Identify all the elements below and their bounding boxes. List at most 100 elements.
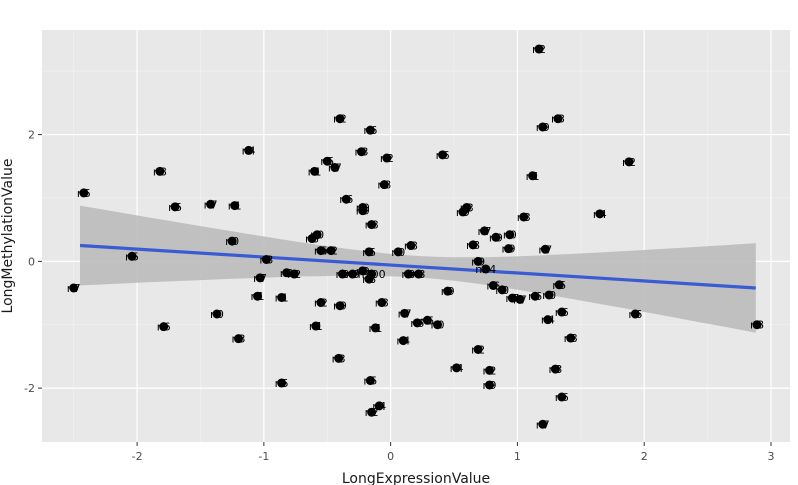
x-axis-title: LongExpressionValue <box>342 471 490 485</box>
point-label: n0 <box>346 268 360 281</box>
data-point <box>554 280 564 290</box>
data-point <box>400 308 410 318</box>
point-label: n9 <box>502 243 516 256</box>
data-point <box>367 407 377 417</box>
data-point <box>452 363 462 373</box>
point-label: n9 <box>483 379 497 392</box>
point-label: n5 <box>420 314 434 327</box>
data-point <box>289 269 299 279</box>
data-point <box>356 147 366 157</box>
point-label: n2 <box>324 245 338 258</box>
data-point <box>473 344 483 354</box>
point-label: n6 <box>157 321 171 334</box>
point-label: n3 <box>259 253 273 266</box>
y-tick-label: 2 <box>28 129 35 142</box>
point-label: n6 <box>363 124 377 137</box>
data-point <box>337 269 347 279</box>
data-point <box>79 188 89 198</box>
data-point <box>393 247 403 257</box>
data-point <box>557 392 567 402</box>
point-label: n5 <box>125 250 139 263</box>
point-label: n5 <box>168 201 182 214</box>
data-point <box>468 240 478 250</box>
point-label: n5 <box>320 155 334 168</box>
point-label: n500 <box>358 268 386 281</box>
point-label: n0 <box>495 284 509 297</box>
data-point <box>379 180 389 190</box>
data-point <box>348 269 358 279</box>
y-tick-label: 0 <box>28 255 35 268</box>
point-label: n0 <box>401 268 415 281</box>
data-point <box>261 254 271 264</box>
y-tick-label: -2 <box>24 382 35 395</box>
data-point <box>253 291 263 301</box>
data-point <box>155 166 165 176</box>
point-label: n8 <box>375 297 389 310</box>
data-point <box>282 268 292 278</box>
data-point <box>311 321 321 331</box>
y-axis-title: LongMethylationValue <box>0 159 16 314</box>
point-label: n3 <box>412 268 426 281</box>
data-point <box>341 194 351 204</box>
point-label: n5 <box>552 279 566 292</box>
data-point <box>335 301 345 311</box>
point-label: n1 <box>228 200 242 213</box>
confidence-band-layer <box>80 205 756 333</box>
data-point <box>752 320 762 330</box>
data-point <box>504 244 514 254</box>
point-label: n2 <box>483 364 497 377</box>
point-label: n9 <box>536 121 550 134</box>
point-label: n2 <box>280 267 294 280</box>
point-label: n0 <box>310 229 324 242</box>
data-point <box>326 246 336 256</box>
point-label: n7 <box>536 418 550 431</box>
data-point <box>69 283 79 293</box>
data-point <box>335 114 345 124</box>
data-point <box>491 232 501 242</box>
point-label: n2 <box>380 152 394 165</box>
point-label: n8 <box>377 179 391 192</box>
point-label: n2 <box>532 43 546 56</box>
data-point <box>479 226 489 236</box>
point-label: n4 <box>593 208 607 221</box>
data-point <box>438 150 448 160</box>
point-label: n5 <box>363 375 377 388</box>
point-label: n3 <box>551 113 565 126</box>
data-point <box>433 320 443 330</box>
point-label: n2 <box>471 343 485 356</box>
point-label: n1 <box>308 165 322 178</box>
point-label: n2 <box>287 268 301 281</box>
data-point <box>234 334 244 344</box>
data-point <box>557 307 567 317</box>
point-label: n3 <box>517 211 531 224</box>
x-tick-label: 0 <box>387 450 394 463</box>
data-point <box>497 285 507 295</box>
data-point <box>367 220 377 230</box>
data-point <box>310 166 320 176</box>
data-point <box>550 364 560 374</box>
point-label: n6 <box>436 149 450 162</box>
point-label: n8 <box>153 165 167 178</box>
data-point <box>507 293 517 303</box>
point-label: n7 <box>253 272 267 285</box>
data-point <box>485 365 495 375</box>
point-label: n8 <box>750 319 764 332</box>
point-label: n1 <box>251 290 265 303</box>
data-point <box>406 241 416 251</box>
data-point <box>322 156 332 166</box>
point-label: n7 <box>204 198 218 211</box>
data-point <box>485 380 495 390</box>
data-point <box>277 292 287 302</box>
data-point <box>307 234 317 244</box>
data-point <box>538 419 548 429</box>
point-label: n9 <box>335 268 349 281</box>
point-label: n9 <box>356 205 370 218</box>
point-label: n7 <box>538 243 552 256</box>
data-point <box>212 309 222 319</box>
data-point <box>330 163 340 173</box>
data-point <box>624 157 634 167</box>
point-label: n0 <box>391 246 405 259</box>
data-point <box>488 280 498 290</box>
point-label: n6 <box>528 290 542 303</box>
